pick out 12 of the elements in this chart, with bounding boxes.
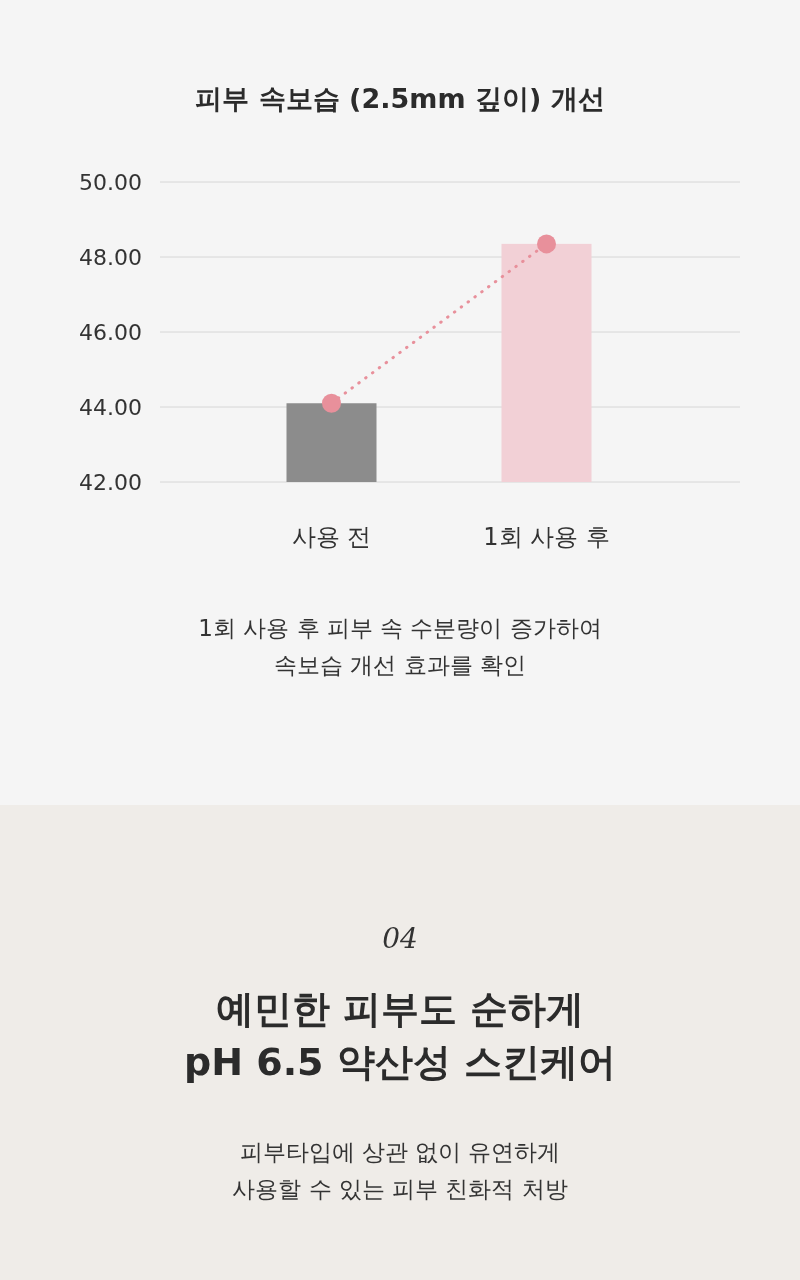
- x-tick-label: 1회 사용 후: [483, 523, 610, 551]
- y-tick-label: 46.00: [79, 320, 142, 345]
- x-tick-label: 사용 전: [291, 523, 372, 551]
- y-tick-label: 44.00: [79, 395, 142, 420]
- chart-title: 피부 속보습 (2.5mm 깊이) 개선: [195, 83, 605, 114]
- text: 1회 사용 후 피부 속 수분량이 증가하여 속보습 개선 효과를 확인: [198, 615, 602, 678]
- y-tick-label: 42.00: [79, 470, 142, 495]
- text: 04: [382, 922, 418, 955]
- y-tick-label: 48.00: [79, 245, 142, 270]
- text: 피부타입에 상관 없이 유연하게 사용할 수 있는 피부 친화적 처방: [232, 1139, 568, 1202]
- y-tick-label: 50.00: [79, 170, 142, 195]
- text: 예민한 피부도 순하게 pH 6.5 약산성 스킨케어: [183, 987, 617, 1085]
